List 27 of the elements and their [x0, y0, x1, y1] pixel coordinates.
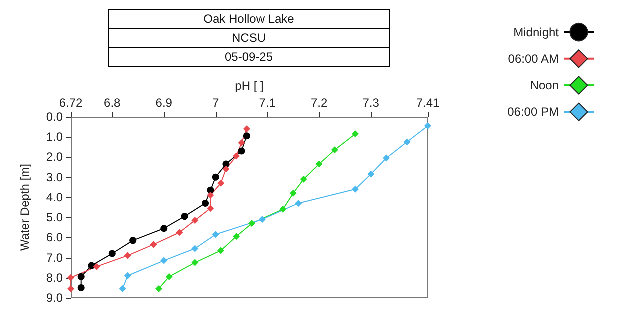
x-tick-label: 6.72: [59, 96, 83, 110]
x-tick-label: 7.1: [259, 96, 276, 110]
x-tick-label: 7.3: [362, 96, 380, 110]
x-tick-label: 7: [212, 96, 220, 110]
y-tick-label: 3.0: [46, 170, 64, 184]
legend-label: 06:00 PM: [508, 105, 559, 120]
x-tick-label: 6.8: [104, 96, 122, 110]
y-tick-label: 1.0: [46, 130, 64, 144]
y-tick-label: 4.0: [46, 190, 64, 204]
chart-subtitle: NCSU: [108, 29, 390, 48]
y-tick-label: 8.0: [46, 270, 64, 285]
text: 05-09-25: [108, 48, 390, 67]
y-tick-label: 0.0: [46, 110, 64, 124]
y-axis-title: Water Depth [m]: [18, 164, 32, 251]
legend-label: Midnight: [514, 25, 560, 40]
x-tick-label: 6.9: [156, 96, 173, 110]
x-tick-label: 7.2: [311, 96, 328, 110]
y-tick-label: 2.0: [46, 150, 64, 164]
y-tick-label: 7.0: [46, 250, 64, 265]
y-tick-label: 6.0: [46, 230, 64, 245]
chart-title: Oak Hollow Lake: [108, 9, 390, 29]
y-tick-label: 9.0: [46, 291, 64, 305]
x-tick-label: 7.41: [416, 96, 440, 110]
y-tick-label: 5.0: [46, 210, 64, 225]
legend-label: 06:00 AM: [508, 52, 559, 66]
legend-label: Noon: [530, 78, 559, 92]
x-axis-title: pH [ ]: [235, 79, 264, 94]
